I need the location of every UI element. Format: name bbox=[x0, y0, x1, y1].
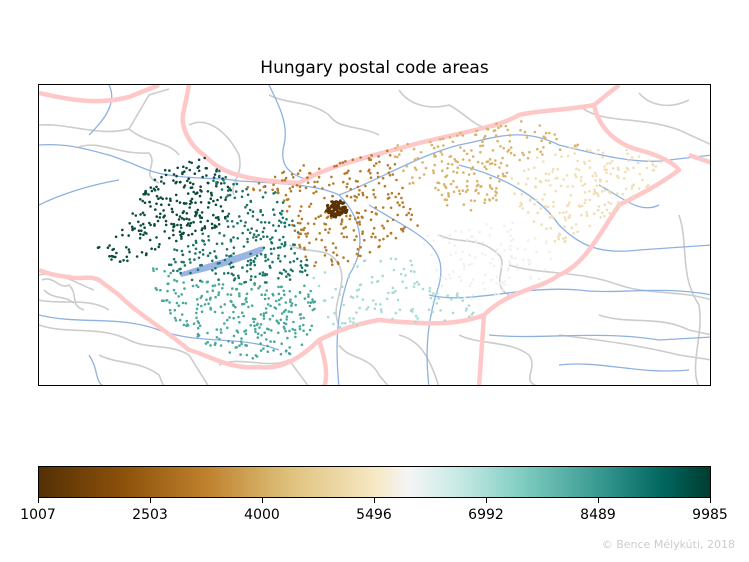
tick-label: 6992 bbox=[468, 507, 504, 523]
colorbar bbox=[38, 466, 711, 498]
rivers bbox=[39, 85, 710, 385]
tick-mark bbox=[262, 498, 263, 503]
tick-label: 4000 bbox=[244, 507, 280, 523]
tick-mark bbox=[486, 498, 487, 503]
chart-title: Hungary postal code areas bbox=[260, 58, 489, 78]
tick-mark bbox=[150, 498, 151, 503]
map-canvas bbox=[39, 85, 710, 385]
tick-label: 1007 bbox=[20, 507, 56, 523]
tick-label: 5496 bbox=[356, 507, 392, 523]
tick-mark bbox=[598, 498, 599, 503]
tick-mark bbox=[710, 498, 711, 503]
tick-label: 8489 bbox=[580, 507, 616, 523]
postal-code-points bbox=[96, 120, 663, 360]
national-border bbox=[39, 85, 710, 385]
tick-mark bbox=[374, 498, 375, 503]
tick-label: 2503 bbox=[132, 507, 168, 523]
map-panel bbox=[38, 84, 711, 386]
tick-label: 9985 bbox=[692, 507, 728, 523]
tick-mark bbox=[38, 498, 39, 503]
lake-balaton bbox=[179, 246, 265, 277]
copyright-credit: © Bence Mélykúti, 2018 bbox=[601, 538, 735, 551]
admin-borders bbox=[39, 88, 710, 385]
